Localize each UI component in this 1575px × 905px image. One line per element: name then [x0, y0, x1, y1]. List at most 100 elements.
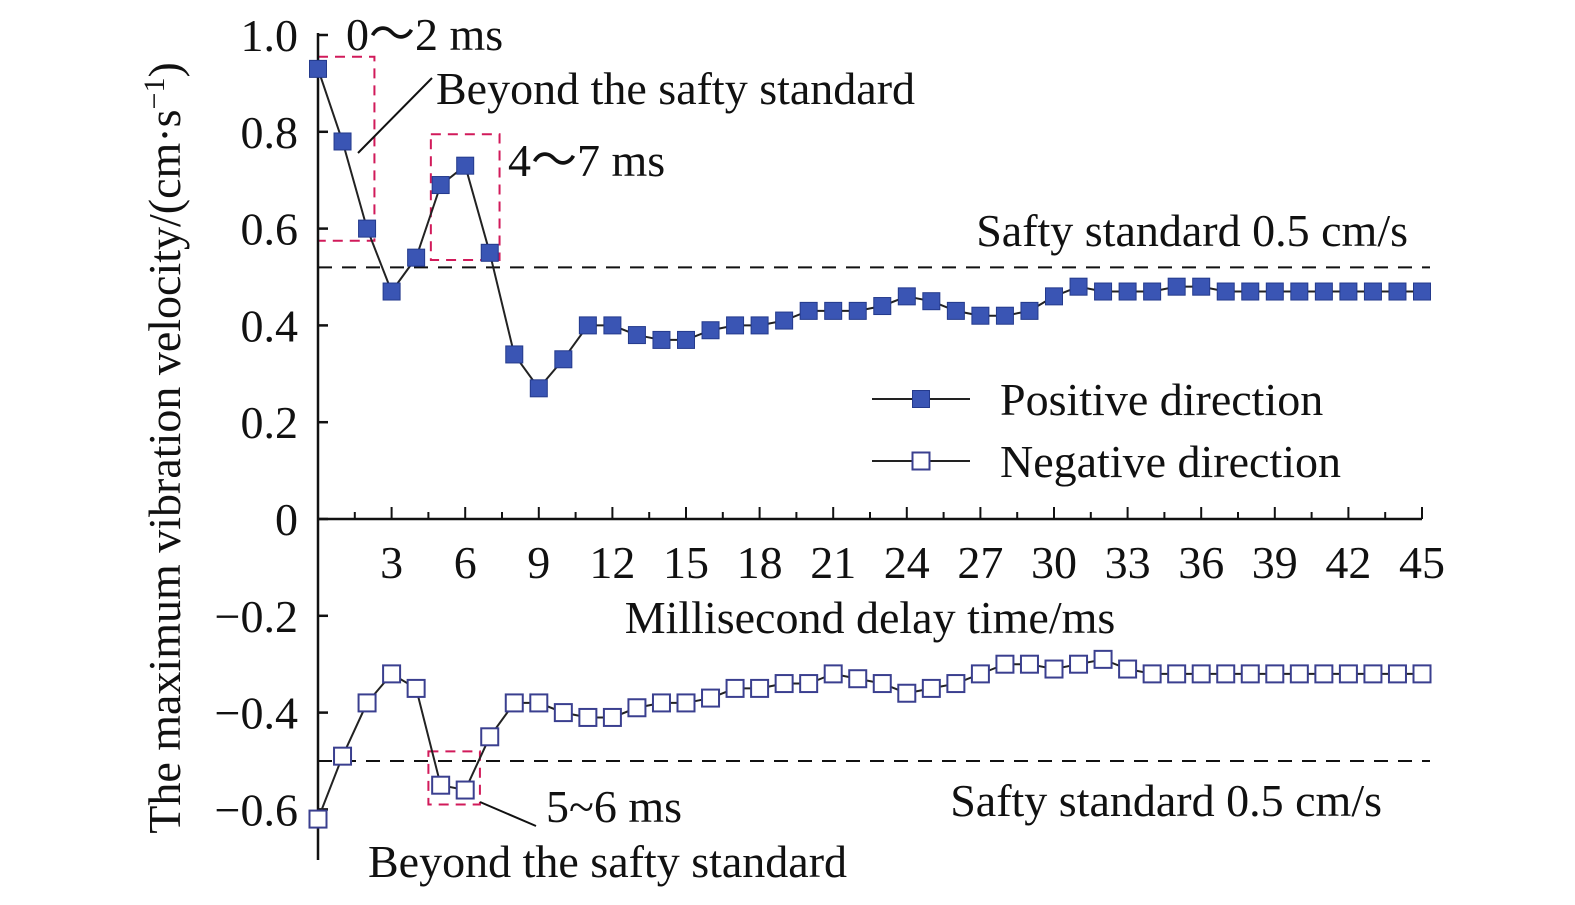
x-tick-label: 12: [589, 537, 635, 588]
data-point-positive: [701, 321, 720, 340]
data-point-negative: [725, 678, 745, 698]
annotation-leader-top: [357, 77, 433, 154]
annotation-safety-top: Safty standard 0.5 cm/s: [976, 205, 1408, 256]
data-point-positive: [1216, 282, 1235, 301]
data-point-negative: [1118, 659, 1138, 679]
data-point-negative: [1363, 664, 1383, 684]
data-point-negative: [431, 775, 451, 795]
data-point-negative: [602, 707, 622, 727]
data-point-negative: [308, 809, 328, 829]
data-point-positive: [971, 306, 990, 325]
y-axis-title-main: The maximum vibration velocity/(cm·s: [139, 109, 190, 833]
data-point-positive: [431, 176, 450, 195]
data-point-positive: [1363, 282, 1382, 301]
data-point-negative: [1314, 664, 1334, 684]
data-point-negative: [382, 664, 402, 684]
x-tick-label: 42: [1325, 537, 1371, 588]
y-axis-title-exponent: −1: [138, 78, 171, 110]
y-tick-label: −0.4: [215, 688, 298, 739]
x-tick-label: 27: [957, 537, 1003, 588]
series-line-negative: [317, 658, 1422, 820]
data-point-positive: [1094, 282, 1113, 301]
data-point-positive: [995, 306, 1014, 325]
legend: Positive direction Negative direction: [872, 374, 1341, 487]
legend-label-positive: Positive direction: [1000, 374, 1323, 425]
data-point-positive: [1265, 282, 1284, 301]
data-point-negative: [970, 664, 990, 684]
data-point-negative: [1289, 664, 1309, 684]
data-point-positive: [873, 297, 892, 316]
data-point-positive: [1045, 287, 1063, 306]
data-point-positive: [652, 330, 671, 349]
x-tick-label: 3: [380, 537, 403, 588]
x-tick-label: 30: [1031, 537, 1077, 588]
y-tick-label: 1.0: [241, 10, 299, 61]
data-point-positive: [1290, 282, 1309, 301]
highlight-box: [427, 750, 481, 806]
annotation-0-2ms: 0～2 ms: [346, 9, 503, 60]
data-point-positive: [750, 316, 769, 335]
data-point-negative: [1216, 664, 1236, 684]
annotation-4-7ms: 4～7 ms: [508, 135, 665, 186]
data-point-positive: [1143, 282, 1162, 301]
x-tick-label: 9: [527, 537, 550, 588]
reference-lines: [318, 266, 1430, 762]
data-point-negative: [455, 780, 475, 800]
data-point-negative: [1338, 664, 1358, 684]
data-point-negative: [1387, 664, 1407, 684]
data-point-negative: [848, 669, 868, 689]
data-point-positive: [627, 326, 646, 345]
annotation-beyond-top: Beyond the safty standard: [436, 63, 915, 114]
data-point-positive: [677, 330, 695, 349]
annotation-leader-bottom: [479, 801, 537, 827]
data-point-negative: [750, 678, 770, 698]
data-point-positive: [480, 243, 499, 262]
data-point-positive: [407, 248, 426, 267]
data-point-positive: [1241, 282, 1260, 301]
y-tick-label: 0.6: [241, 204, 299, 255]
data-point-positive: [1069, 277, 1088, 296]
data-point-negative: [529, 693, 549, 713]
data-point-positive: [1192, 277, 1211, 296]
y-tick-label: 0.2: [241, 397, 299, 448]
data-point-negative: [1265, 664, 1285, 684]
data-point-positive: [726, 316, 745, 335]
data-point-negative: [1142, 664, 1162, 684]
data-point-negative: [921, 678, 941, 698]
data-point-positive: [775, 311, 794, 330]
data-point-positive: [309, 59, 327, 78]
data-point-negative: [946, 674, 966, 694]
highlight-boxes: [317, 55, 501, 806]
y-tick-label: −0.2: [215, 591, 298, 642]
data-point-positive: [799, 301, 818, 320]
x-tick-label: 24: [884, 537, 930, 588]
legend-label-negative: Negative direction: [1000, 436, 1341, 487]
x-tick-label: 39: [1252, 537, 1298, 588]
annotation-safety-bottom: Safty standard 0.5 cm/s: [950, 775, 1382, 826]
data-point-positive: [848, 301, 867, 320]
data-point-positive: [1388, 282, 1407, 301]
x-tick-label: 15: [663, 537, 709, 588]
y-axis-title-close: ): [139, 62, 190, 77]
data-point-negative: [1093, 649, 1113, 669]
y-tick-label: −0.6: [215, 784, 298, 835]
data-point-positive: [358, 219, 377, 238]
data-point-negative: [357, 693, 377, 713]
data-point-positive: [922, 292, 941, 311]
data-point-positive: [1118, 282, 1137, 301]
data-point-positive: [333, 132, 352, 151]
data-point-positive: [554, 350, 573, 369]
x-tick-label: 21: [810, 537, 856, 588]
data-point-positive: [1167, 277, 1186, 296]
annotation-5-6ms: 5~6 ms: [546, 781, 682, 832]
data-point-negative: [333, 746, 353, 766]
x-tick-label: 33: [1105, 537, 1151, 588]
data-point-positive: [1339, 282, 1358, 301]
data-point-negative: [799, 674, 819, 694]
data-point-negative: [578, 707, 598, 727]
x-tick-label: 18: [737, 537, 783, 588]
legend-marker-negative: [911, 451, 931, 471]
data-point-positive: [897, 287, 916, 306]
